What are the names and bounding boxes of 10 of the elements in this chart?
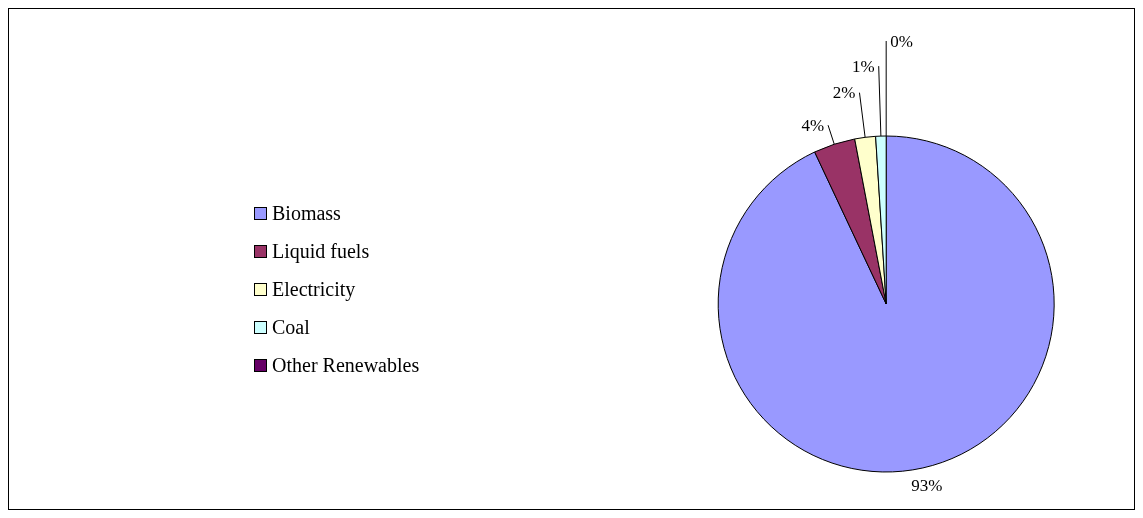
- legend-label: Coal: [272, 315, 310, 340]
- legend-label: Biomass: [272, 201, 341, 226]
- data-label: 1%: [852, 56, 875, 76]
- text: 0%: [890, 31, 913, 51]
- legend-label: Liquid fuels: [272, 239, 370, 265]
- legend-label: Other Renewables: [272, 353, 420, 378]
- data-label: 2%: [832, 83, 856, 103]
- data-label: 93%: [911, 476, 943, 496]
- data-label: 4%: [801, 115, 825, 135]
- legend-label: Electricity: [272, 277, 356, 303]
